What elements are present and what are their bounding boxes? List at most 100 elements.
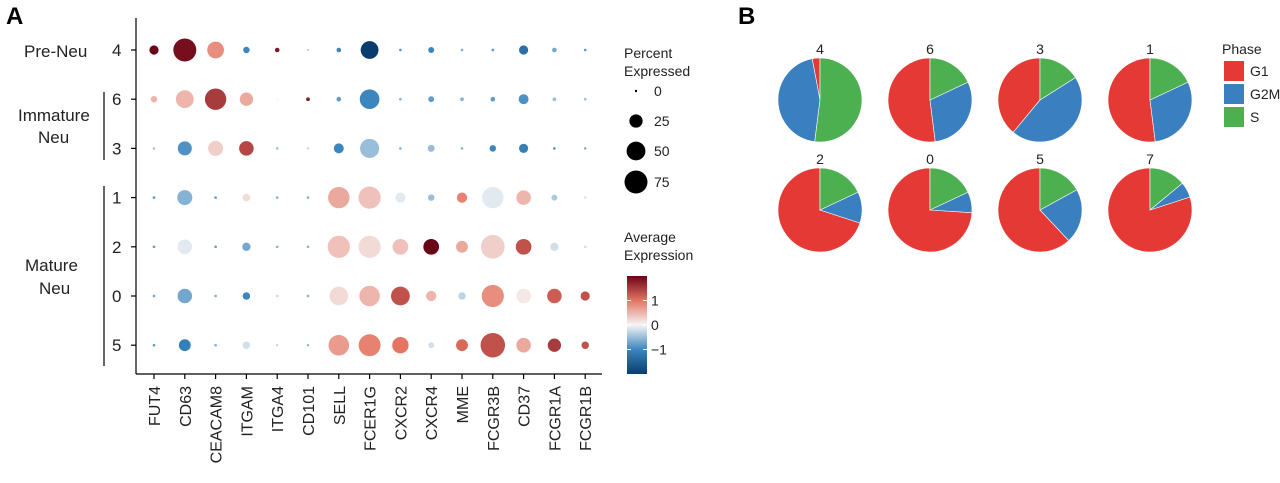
size-legend-label: 75 (654, 174, 670, 190)
phase-legend-swatch-s (1224, 107, 1244, 127)
dot-cd37-row-3 (519, 143, 529, 153)
dot-cd63-row-4 (173, 38, 197, 62)
dot-mme-row-2 (456, 240, 468, 253)
dot-itga4-row-1 (275, 196, 279, 199)
dot-cxcr2-row-3 (399, 147, 402, 150)
row-label-3: 3 (112, 139, 121, 158)
row-label-1: 1 (112, 189, 121, 208)
pie-slice-s-cluster-3 (1039, 57, 1076, 101)
group-label-immature-line1: Immature (18, 106, 90, 125)
dot-fut4-row-5 (152, 343, 156, 347)
group-label-pre-neu: Pre-Neu (24, 42, 87, 61)
dot-fcgr1b-row-0 (580, 291, 590, 301)
size-legend-title-line1: Percent (624, 45, 672, 61)
dot-fcgr1a-row-0 (547, 288, 562, 304)
pie-cluster-4: 4 (777, 41, 863, 143)
dot-cd101-row-3 (306, 147, 310, 150)
pie-cluster-0: 0 (887, 151, 973, 253)
dot-sell-row-2 (327, 235, 350, 258)
dot-cxcr2-row-0 (391, 286, 410, 306)
panel-b-letter: B (738, 3, 755, 30)
dot-sell-row-6 (336, 96, 342, 102)
pie-slice-g1-cluster-1 (1107, 57, 1156, 143)
dot-ceacam8-row-2 (214, 245, 217, 249)
dot-itga4-row-5 (276, 344, 279, 347)
pie-cluster-5: 5 (997, 151, 1083, 253)
dot-fcer1g-row-3 (360, 138, 380, 158)
pie-cluster-1: 1 (1107, 41, 1193, 143)
dot-itga4-row-4 (274, 47, 280, 53)
dot-itgam-row-5 (242, 341, 251, 349)
pie-cluster-3: 3 (997, 41, 1083, 143)
pie-slice-g1-cluster-6 (887, 57, 936, 143)
size-legend: Percent Expressed 0 25 50 75 (624, 45, 690, 194)
pie-slice-g2m-cluster-4 (777, 58, 821, 143)
gene-label-fcgr1a: FCGR1A (547, 386, 564, 451)
panel-a-letter: A (6, 3, 23, 30)
pie-label-0: 0 (926, 151, 934, 167)
dot-fcer1g-row-5 (358, 334, 381, 357)
pie-slice-g2m-cluster-5 (1039, 189, 1083, 242)
dot-cxcr2-row-2 (392, 238, 409, 255)
gene-label-itgam: ITGAM (239, 386, 256, 437)
dot-fcgr3b-row-1 (482, 186, 504, 209)
phase-legend-swatch-g2m (1224, 84, 1244, 104)
color-legend-label: −1 (651, 342, 667, 358)
dot-cd37-row-0 (516, 288, 531, 304)
dot-fut4-row-4 (149, 45, 159, 55)
dot-sell-row-0 (329, 286, 349, 306)
gene-label-mme: MME (455, 386, 472, 423)
pie-slice-s-cluster-4 (814, 57, 863, 143)
row-label-0: 0 (112, 287, 121, 306)
pie-label-7: 7 (1146, 151, 1154, 167)
gene-label-ceacam8: CEACAM8 (209, 386, 226, 463)
dot-cxcr4-row-2 (423, 238, 440, 255)
size-legend-label: 25 (654, 113, 670, 129)
dot-cd37-row-1 (516, 190, 531, 205)
dot-cxcr4-row-0 (426, 290, 437, 302)
color-legend-label: 0 (651, 317, 659, 333)
pie-slice-g1-cluster-5 (997, 167, 1070, 253)
pie-slice-s-cluster-1 (1149, 57, 1189, 101)
dot-cd63-row-1 (177, 190, 193, 206)
phase-legend-label-g2m: G2M (1250, 86, 1280, 102)
dot-cd37-row-4 (519, 45, 529, 55)
gene-label-cd37: CD37 (517, 386, 534, 427)
size-legend-dot-50 (626, 141, 646, 161)
dot-cd37-row-6 (518, 94, 529, 105)
dot-sell-row-5 (328, 334, 350, 356)
size-legend-dot-0 (634, 89, 638, 93)
size-legend-title-line2: Expressed (624, 63, 690, 79)
pie-label-1: 1 (1146, 41, 1154, 57)
dot-cd37-row-2 (515, 238, 532, 255)
dot-itga4-row-6 (276, 98, 279, 101)
dot-fcgr1a-row-2 (550, 242, 559, 251)
dot-fcer1g-row-6 (359, 89, 380, 110)
pie-slice-s-cluster-6 (929, 57, 969, 101)
dot-ceacam8-row-1 (214, 196, 217, 199)
size-legend-dot-75 (624, 170, 648, 194)
dot-plot: 4 6 3 1 2 0 5 FUT4 CD63 CEACAM8 ITGAM ITGA4 CD101 SE… (18, 18, 602, 463)
dot-fcer1g-row-0 (359, 285, 380, 307)
dot-fut4-row-2 (152, 245, 156, 249)
color-legend-label: 1 (651, 293, 659, 309)
pie-slice-g2m-cluster-1 (1149, 81, 1193, 143)
pie-slice-s-cluster-5 (1039, 167, 1078, 211)
size-legend-label: 50 (654, 143, 670, 159)
dot-fcgr3b-row-5 (480, 332, 506, 358)
dot-cd63-row-5 (178, 339, 191, 352)
gene-label-cxcr4: CXCR4 (424, 386, 441, 440)
pie-slice-s-cluster-0 (929, 167, 969, 211)
pie-slice-g1-cluster-3 (997, 57, 1041, 133)
group-label-mature-line1: Mature (25, 256, 78, 275)
dot-fcer1g-row-4 (360, 41, 379, 59)
gene-label-fcer1g: FCER1G (363, 386, 380, 451)
row-label-6: 6 (112, 90, 121, 109)
dot-cd101-row-5 (306, 344, 310, 347)
size-legend-label: 0 (654, 83, 662, 99)
pie-label-5: 5 (1036, 151, 1044, 167)
dot-itgam-row-6 (239, 92, 254, 106)
axis-ticks (131, 49, 586, 379)
dot-fcgr1b-row-1 (584, 196, 587, 199)
